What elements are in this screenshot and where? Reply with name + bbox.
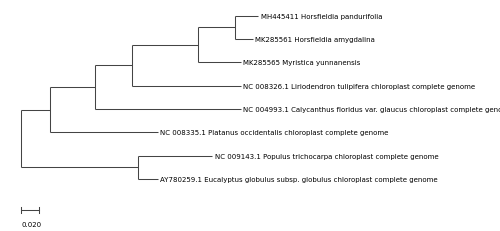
Text: MK285565 Myristica yunnanensis: MK285565 Myristica yunnanensis xyxy=(244,60,361,66)
Text: MH445411 Horsfieldia pandurifolia: MH445411 Horsfieldia pandurifolia xyxy=(260,14,382,20)
Text: MK285561 Horsfieldia amygdalina: MK285561 Horsfieldia amygdalina xyxy=(255,37,375,43)
Text: AY780259.1 Eucalyptus globulus subsp. globulus chloroplast complete genome: AY780259.1 Eucalyptus globulus subsp. gl… xyxy=(160,176,438,182)
Text: NC 008335.1 Platanus occidentalis chloroplast complete genome: NC 008335.1 Platanus occidentalis chloro… xyxy=(160,130,388,136)
Text: NC 008326.1 Liriodendron tulipifera chloroplast complete genome: NC 008326.1 Liriodendron tulipifera chlo… xyxy=(244,83,476,89)
Text: 0.020: 0.020 xyxy=(22,221,42,227)
Text: NC 004993.1 Calycanthus floridus var. glaucus chloroplast complete genome: NC 004993.1 Calycanthus floridus var. gl… xyxy=(244,106,500,112)
Text: NC 009143.1 Populus trichocarpa chloroplast complete genome: NC 009143.1 Populus trichocarpa chloropl… xyxy=(214,153,438,159)
